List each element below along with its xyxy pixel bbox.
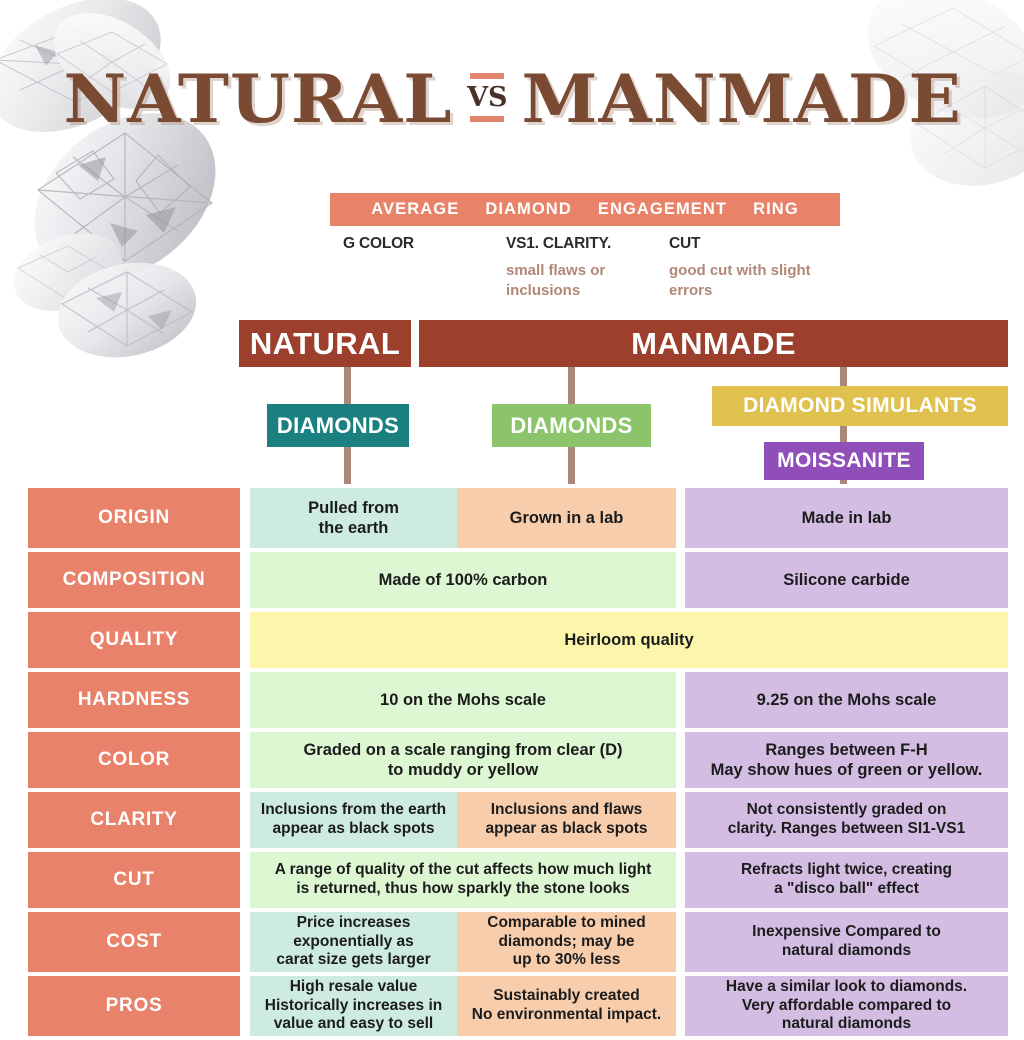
cell-cost-manmade: Comparable to mined diamonds; may be up …: [457, 912, 676, 972]
spec-color-title: G COLOR: [343, 235, 414, 252]
spec-cut: CUT good cut with slight errors: [669, 235, 832, 301]
row-cells: Price increases exponentially as carat s…: [250, 912, 1024, 972]
vs-rule-bottom: [470, 115, 505, 122]
cell-cut-simulants: Refracts light twice, creating a "disco …: [685, 852, 1008, 908]
table-row: CUT A range of quality of the cut affect…: [0, 852, 1024, 908]
cell-cost-natural: Price increases exponentially as carat s…: [250, 912, 457, 972]
cell-origin-natural: Pulled from the earth: [250, 488, 457, 548]
row-label-composition: COMPOSITION: [28, 552, 240, 608]
row-cells: Graded on a scale ranging from clear (D)…: [250, 732, 1024, 788]
spec-color: G COLOR: [343, 235, 506, 301]
cell-origin-manmade: Grown in a lab: [457, 488, 676, 548]
spec-cut-detail: good cut with slight errors: [669, 262, 811, 299]
row-label-cost: COST: [28, 912, 240, 972]
band-word-ring: RING: [753, 200, 799, 218]
tag-natural-diamonds: DIAMONDS: [267, 404, 409, 447]
row-cells: High resale value Historically increases…: [250, 976, 1024, 1036]
row-label-clarity: CLARITY: [28, 792, 240, 848]
cell-pros-simulants: Have a similar look to diamonds. Very af…: [685, 976, 1008, 1036]
band-word-engagement: ENGAGEMENT: [597, 200, 728, 218]
table-row: CLARITY Inclusions from the earth appear…: [0, 792, 1024, 848]
comparison-table: ORIGIN Pulled from the earth Grown in a …: [0, 488, 1024, 1040]
row-label-cut: CUT: [28, 852, 240, 908]
title-natural: NATURAL: [63, 60, 453, 138]
cell-clarity-natural: Inclusions from the earth appear as blac…: [250, 792, 457, 848]
row-cells: 10 on the Mohs scale 9.25 on the Mohs sc…: [250, 672, 1024, 728]
row-label-origin: ORIGIN: [28, 488, 240, 548]
band-word-diamond: DIAMOND: [485, 200, 572, 218]
row-cells: Pulled from the earth Grown in a lab Mad…: [250, 488, 1024, 548]
cell-clarity-simulants: Not consistently graded on clarity. Rang…: [685, 792, 1008, 848]
cell-hardness-simulants: 9.25 on the Mohs scale: [685, 672, 1008, 728]
title-vs: VS: [467, 72, 508, 126]
average-ring-band: AVERAGE DIAMOND ENGAGEMENT RING: [330, 193, 840, 226]
table-row: COLOR Graded on a scale ranging from cle…: [0, 732, 1024, 788]
table-row: PROS High resale value Historically incr…: [0, 976, 1024, 1036]
table-row: COMPOSITION Made of 100% carbon Silicone…: [0, 552, 1024, 608]
cell-hardness-both: 10 on the Mohs scale: [250, 672, 676, 728]
table-row: COST Price increases exponentially as ca…: [0, 912, 1024, 972]
cell-color-both: Graded on a scale ranging from clear (D)…: [250, 732, 676, 788]
row-cells: Inclusions from the earth appear as blac…: [250, 792, 1024, 848]
row-label-pros: PROS: [28, 976, 240, 1036]
tag-moissanite: MOISSANITE: [764, 442, 924, 480]
cell-cut-both: A range of quality of the cut affects ho…: [250, 852, 676, 908]
tag-diamond-simulants: DIAMOND SIMULANTS: [712, 386, 1008, 426]
table-row: HARDNESS 10 on the Mohs scale 9.25 on th…: [0, 672, 1024, 728]
cell-cost-simulants: Inexpensive Compared to natural diamonds: [685, 912, 1008, 972]
table-row: ORIGIN Pulled from the earth Grown in a …: [0, 488, 1024, 548]
row-label-hardness: HARDNESS: [28, 672, 240, 728]
cell-clarity-manmade: Inclusions and flaws appear as black spo…: [457, 792, 676, 848]
vs-label: VS: [467, 81, 508, 113]
row-label-quality: QUALITY: [28, 612, 240, 668]
row-cells: A range of quality of the cut affects ho…: [250, 852, 1024, 908]
row-cells: Heirloom quality: [250, 612, 1024, 668]
spec-clarity-detail: small flaws or inclusions: [506, 262, 606, 299]
category-hierarchy: NATURAL MANMADE DIAMONDS DIAMONDS DIAMON…: [0, 320, 1024, 485]
spec-columns: G COLOR VS1. CLARITY. small flaws or inc…: [330, 235, 840, 301]
tag-manmade-diamonds: DIAMONDS: [492, 404, 651, 447]
diamond-icon: [8, 222, 128, 322]
row-label-color: COLOR: [28, 732, 240, 788]
page-title: NATURAL VS MANMADE: [0, 58, 1024, 140]
row-cells: Made of 100% carbon Silicone carbide: [250, 552, 1024, 608]
spec-clarity: VS1. CLARITY. small flaws or inclusions: [506, 235, 669, 301]
cell-pros-manmade: Sustainably created No environmental imp…: [457, 976, 676, 1036]
vs-rule-top: [470, 72, 505, 79]
title-manmade: MANMADE: [521, 60, 962, 138]
header-manmade: MANMADE: [419, 320, 1008, 367]
cell-pros-natural: High resale value Historically increases…: [250, 976, 457, 1036]
cell-composition-simulants: Silicone carbide: [685, 552, 1008, 608]
cell-color-simulants: Ranges between F-H May show hues of gree…: [685, 732, 1008, 788]
table-row: QUALITY Heirloom quality: [0, 612, 1024, 668]
cell-origin-simulants: Made in lab: [685, 488, 1008, 548]
spec-cut-title: CUT: [669, 235, 701, 252]
subtitle-section: AVERAGE DIAMOND ENGAGEMENT RING G COLOR …: [330, 193, 840, 301]
cell-quality-all: Heirloom quality: [250, 612, 1008, 668]
cell-composition-both: Made of 100% carbon: [250, 552, 676, 608]
header-natural: NATURAL: [239, 320, 411, 367]
band-word-average: AVERAGE: [371, 200, 460, 218]
spec-clarity-title: VS1. CLARITY.: [506, 235, 612, 252]
